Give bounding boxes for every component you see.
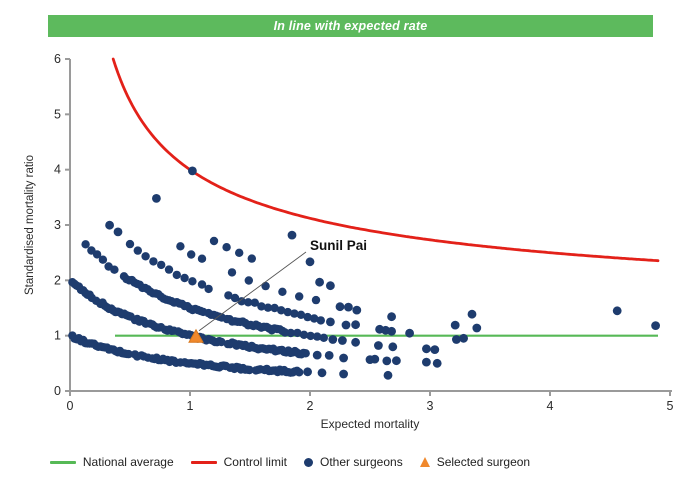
svg-text:3: 3: [427, 399, 434, 413]
svg-text:1: 1: [54, 329, 61, 343]
legend-label-selected-surgeon: Selected surgeon: [436, 455, 531, 469]
svg-text:5: 5: [667, 399, 674, 413]
other-surgeons-points: [68, 166, 660, 380]
svg-text:1: 1: [187, 399, 194, 413]
legend-item-national-average: National average: [49, 455, 174, 469]
selected-surgeon-triangle-swatch: [419, 457, 430, 467]
legend-label-control-limit: Control limit: [223, 455, 287, 469]
svg-text:2: 2: [54, 273, 61, 287]
svg-text:4: 4: [547, 399, 554, 413]
selected-surgeon-marker: [188, 328, 204, 343]
svg-text:0: 0: [67, 399, 74, 413]
control-limit-curve: [111, 57, 660, 263]
status-banner: In line with expected rate: [48, 15, 653, 37]
legend-label-national-average: National average: [82, 455, 174, 469]
svg-text:5: 5: [54, 107, 61, 121]
annotation-leader-line: [198, 251, 307, 332]
chart-legend: National average Control limit Other sur…: [0, 455, 700, 469]
control-limit-line-swatch: [190, 460, 217, 464]
svg-text:4: 4: [54, 163, 61, 177]
svg-text:6: 6: [54, 52, 61, 66]
svg-text:0: 0: [54, 384, 61, 398]
legend-item-other-surgeons: Other surgeons: [303, 455, 403, 469]
other-surgeons-dot-swatch: [303, 457, 313, 467]
y-axis-label: Standardised mortality ratio: [24, 155, 36, 295]
x-axis-label: Expected mortality: [321, 417, 420, 431]
svg-text:3: 3: [54, 218, 61, 232]
legend-item-control-limit: Control limit: [190, 455, 287, 469]
legend-item-selected-surgeon: Selected surgeon: [419, 455, 531, 469]
status-banner-label: In line with expected rate: [273, 19, 428, 33]
svg-text:2: 2: [307, 399, 314, 413]
selected-surgeon-annotation: Sunil Pai: [310, 238, 367, 253]
national-average-line-swatch: [49, 460, 76, 464]
legend-label-other-surgeons: Other surgeons: [319, 455, 403, 469]
